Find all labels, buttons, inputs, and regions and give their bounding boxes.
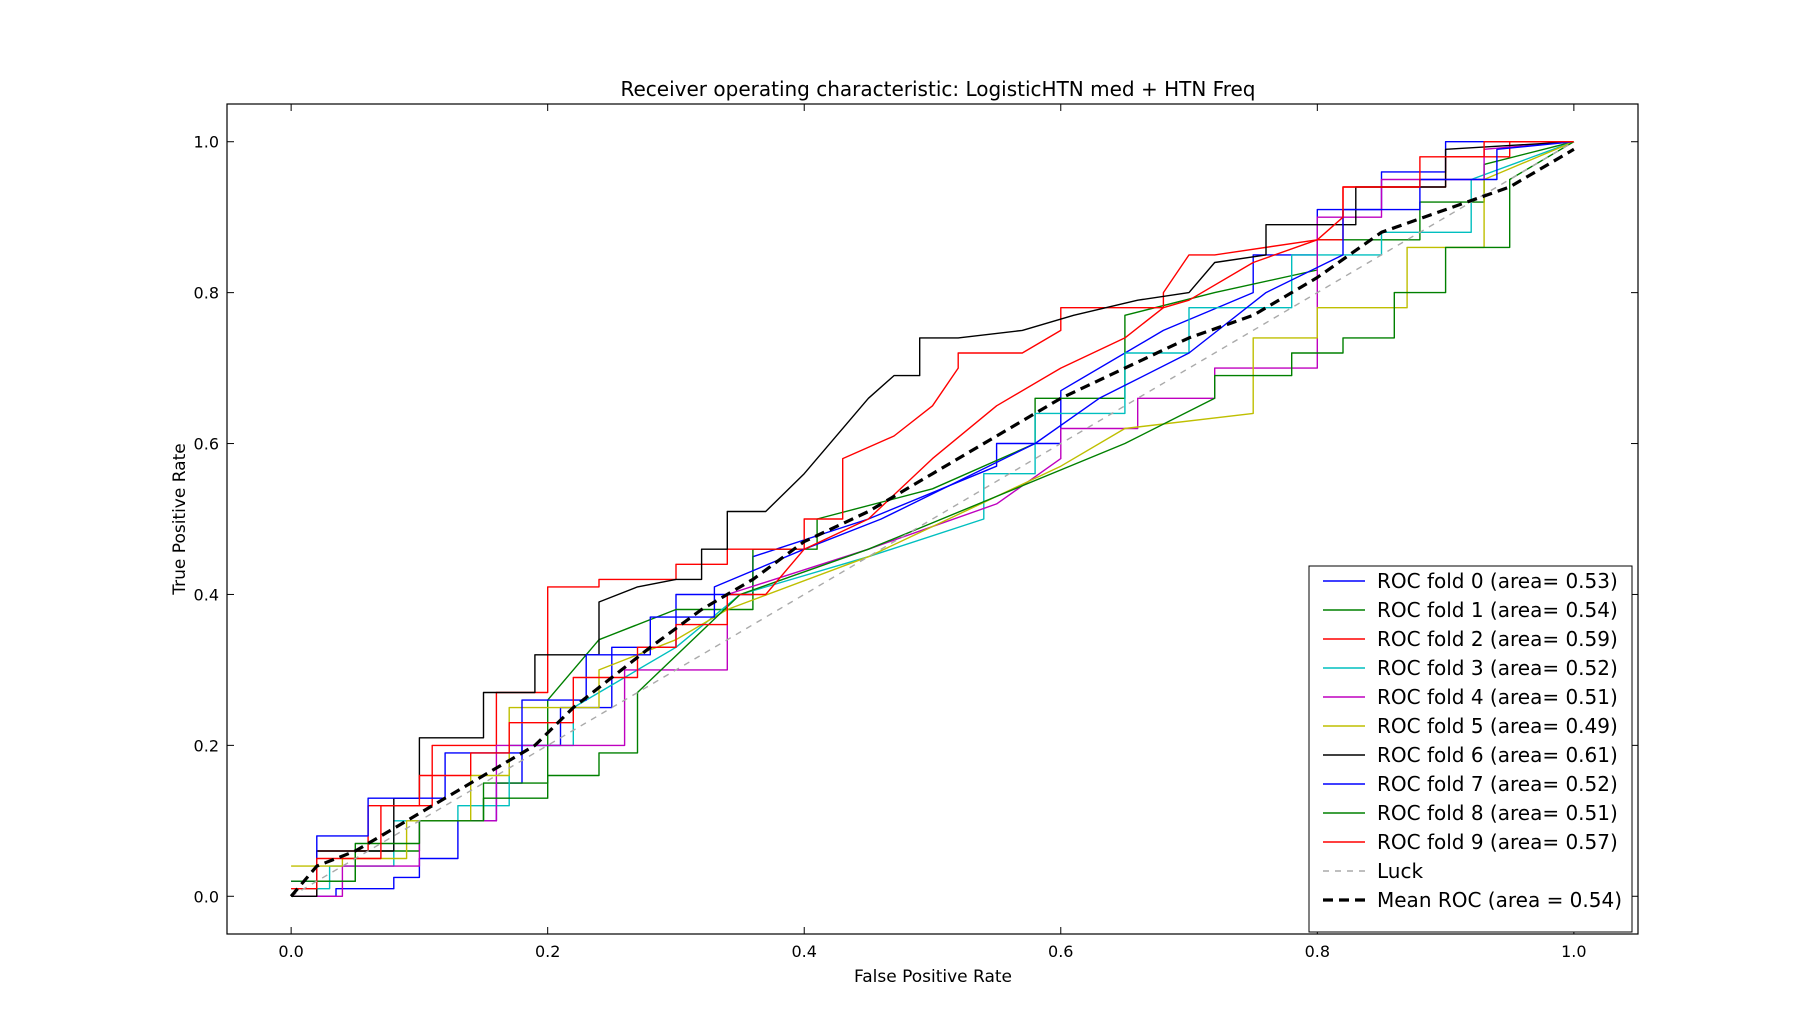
legend-box — [1308, 565, 1633, 933]
legend-label-roc-fold-7-area-0-52: ROC fold 7 (area= 0.52) — [1377, 772, 1618, 796]
x-tick-label: 1.0 — [1561, 942, 1586, 961]
y-tick-label: 0.4 — [194, 585, 219, 604]
y-axis-label: True Positive Rate — [170, 443, 190, 595]
series-line-roc-fold-6-area-0-61 — [291, 141, 1574, 897]
series-line-roc-fold-8-area-0-51 — [291, 141, 1575, 882]
x-tick-label: 0.8 — [1305, 942, 1330, 961]
y-tick-label: 0.8 — [194, 284, 219, 303]
x-tick-label: 0.4 — [792, 942, 817, 961]
plot-series-group — [289, 140, 1575, 898]
series-line-roc-fold-2-area-0-59 — [291, 140, 1574, 897]
series-line-roc-fold-5-area-0-49 — [291, 141, 1575, 867]
x-tick-label: 0.0 — [278, 942, 303, 961]
y-axis: 0.0 0.2 0.4 0.6 0.8 1.0 — [194, 133, 1638, 906]
y-tick-label: 0.6 — [194, 435, 219, 454]
legend-label-roc-fold-0-area-0-53: ROC fold 0 (area= 0.53) — [1377, 569, 1618, 593]
legend-label-roc-fold-3-area-0-52: ROC fold 3 (area= 0.52) — [1377, 656, 1618, 680]
legend-label-roc-fold-4-area-0-51: ROC fold 4 (area= 0.51) — [1377, 685, 1618, 709]
legend-label-roc-fold-6-area-0-61: ROC fold 6 (area= 0.61) — [1377, 743, 1618, 767]
y-tick-label: 0.2 — [194, 736, 219, 755]
legend-label-roc-fold-9-area-0-57: ROC fold 9 (area= 0.57) — [1377, 830, 1618, 854]
y-tick-label: 1.0 — [194, 133, 219, 152]
series-line-luck — [290, 141, 1575, 897]
plot-frame — [226, 103, 1639, 935]
legend: ROC fold 0 (area= 0.53) ROC fold 1 (area=… — [1308, 565, 1633, 933]
x-axis: 0.0 0.2 0.4 0.6 0.8 1.0 — [278, 104, 1587, 961]
x-axis-label: False Positive Rate — [854, 967, 1012, 987]
legend-label-roc-fold-1-area-0-54: ROC fold 1 (area= 0.54) — [1377, 598, 1618, 622]
series-line-mean-roc-area-0-54 — [289, 147, 1575, 898]
chart-title: Receiver operating characteristic: Logis… — [621, 77, 1256, 101]
legend-label-mean-roc-area-0-54: Mean ROC (area = 0.54) — [1377, 888, 1622, 912]
legend-label-roc-fold-8-area-0-51: ROC fold 8 (area= 0.51) — [1377, 801, 1618, 825]
x-tick-label: 0.6 — [1048, 942, 1073, 961]
y-tick-label: 0.0 — [194, 887, 219, 906]
legend-label-roc-fold-5-area-0-49: ROC fold 5 (area= 0.49) — [1377, 714, 1618, 738]
legend-label-roc-fold-2-area-0-59: ROC fold 2 (area= 0.59) — [1377, 627, 1618, 651]
x-tick-label: 0.2 — [535, 942, 560, 961]
legend-label-luck: Luck — [1377, 859, 1423, 883]
